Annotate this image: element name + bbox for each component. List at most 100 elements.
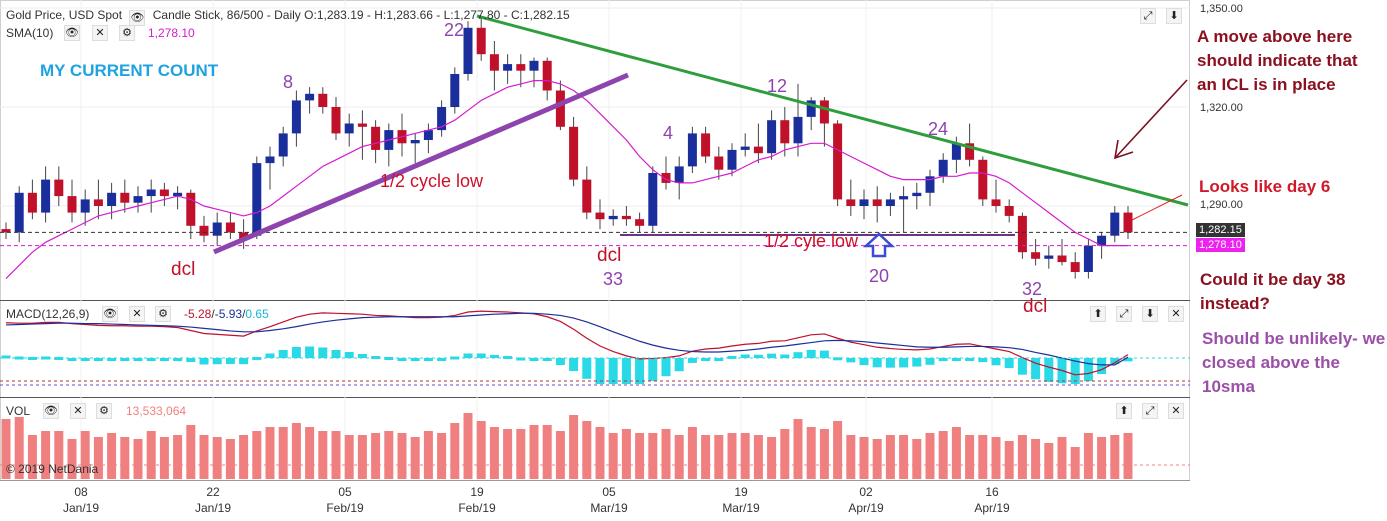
close-price-tag: 1,282.15 [1196, 223, 1245, 237]
candle-body [450, 74, 460, 107]
macd-up-icon[interactable]: ⬆ [1090, 306, 1106, 322]
candle-body [978, 159, 988, 200]
candle-body [80, 199, 90, 213]
volume-bar [252, 431, 262, 479]
sma-gear-icon[interactable]: ⚙ [119, 25, 135, 41]
volume-bar [371, 433, 381, 479]
candle-body [173, 192, 183, 197]
x-tick-label: 16 Apr/19 [962, 484, 1022, 516]
main-down-icon[interactable]: ⬇ [1166, 8, 1182, 24]
candle-body [661, 173, 671, 183]
macd-hist-bar [1004, 358, 1014, 369]
macd-value-1: -5.28 [184, 307, 212, 321]
volume-bar [621, 429, 631, 479]
vol-eye-icon[interactable]: 👁 [43, 403, 59, 419]
macd-hist-bar [635, 358, 645, 384]
macd-hist-bar [978, 358, 988, 363]
volume-bar [186, 425, 196, 479]
macd-hist-bar [846, 358, 856, 363]
macd-hist-bar [767, 353, 777, 358]
dcl-label-2: dcl [597, 245, 622, 266]
volume-bar [331, 431, 341, 479]
macd-close-icon[interactable]: ✕ [129, 306, 145, 322]
sma-close-icon[interactable]: ✕ [92, 25, 108, 41]
macd-hist-bar [305, 346, 315, 358]
vol-maximize-icon[interactable]: ⤢ [1142, 403, 1158, 419]
macd-hist-bar [225, 358, 235, 364]
volume-bar [529, 425, 539, 479]
candle-body [1031, 252, 1041, 259]
macd-close-pane-icon[interactable]: ✕ [1168, 306, 1184, 322]
eye-icon[interactable]: 👁 [129, 10, 146, 26]
macd-hist-bar [806, 349, 816, 358]
x-tick-day: 05 [602, 485, 616, 499]
volume-bar [503, 429, 513, 479]
volume-bar [1070, 447, 1080, 479]
volume-bar [1057, 437, 1067, 479]
macd-hist-bar [463, 353, 473, 358]
macd-maximize-icon[interactable]: ⤢ [1116, 306, 1132, 322]
candle-body [819, 100, 829, 124]
macd-hist-bar [107, 358, 117, 361]
volume-bar [146, 431, 156, 479]
macd-hist-bar [133, 358, 143, 361]
candle-body [146, 189, 156, 197]
candle-body [67, 196, 77, 213]
macd-hist-bar [54, 357, 64, 360]
note-day6: Looks like day 6 [1199, 177, 1331, 196]
volume-bar [542, 425, 552, 479]
macd-hist-bar [648, 358, 658, 381]
x-tick-label: 19 Feb/19 [447, 484, 507, 516]
candle-body [951, 143, 961, 160]
arrow-head [1113, 139, 1134, 160]
macd-hist-bar [661, 358, 671, 377]
candle-body [595, 212, 605, 220]
x-tick-day: 22 [206, 485, 220, 499]
volume-bar [54, 431, 64, 479]
macd-hist-bar [159, 358, 169, 361]
volume-bar [67, 439, 77, 479]
vol-up-icon[interactable]: ⬆ [1116, 403, 1132, 419]
macd-hist-bar [1083, 358, 1093, 382]
volume-bar [727, 433, 737, 479]
volume-bar [582, 421, 592, 479]
sma-eye-icon[interactable]: 👁 [64, 25, 80, 41]
vol-close-icon[interactable]: ✕ [70, 403, 86, 419]
volume-bar [14, 417, 24, 479]
vol-close-pane-icon[interactable]: ✕ [1168, 403, 1184, 419]
macd-eye-icon[interactable]: 👁 [102, 306, 118, 322]
macd-down-icon[interactable]: ⬇ [1142, 306, 1158, 322]
candle-body [885, 199, 895, 206]
macd-gear-icon[interactable]: ⚙ [155, 306, 171, 322]
candle-body [833, 123, 843, 200]
volume-bar [885, 435, 895, 479]
macd-hist-bar [318, 347, 328, 358]
main-maximize-icon[interactable]: ⤢ [1140, 8, 1156, 24]
x-tick-day: 08 [74, 485, 88, 499]
candle-body [727, 149, 737, 170]
macd-hist-bar [437, 358, 447, 361]
macd-hist-bar [239, 358, 249, 365]
macd-hist-bar [489, 355, 499, 358]
macd-hist-bar [450, 356, 460, 360]
candle-body [780, 120, 790, 144]
candle-body [1123, 212, 1133, 233]
count-22: 22 [444, 20, 465, 40]
candle-body [635, 219, 645, 226]
half-cycle-low-label-1: 1/2 cycle low [380, 171, 484, 191]
macd-values: -5.28/-5.93/0.65 [184, 307, 269, 321]
candle-body [1017, 215, 1027, 253]
candle-body [133, 196, 143, 203]
volume-bar [846, 435, 856, 479]
candle-body [965, 143, 975, 160]
vol-gear-icon[interactable]: ⚙ [96, 403, 112, 419]
candle-body [621, 215, 631, 220]
volume-bar [437, 433, 447, 479]
volume-bar [410, 437, 420, 479]
volume-bar [793, 419, 803, 479]
candle-body [54, 179, 64, 197]
candle-body [27, 192, 37, 213]
candle-body [648, 173, 658, 226]
volume-bar [212, 437, 222, 479]
macd-hist-bar [173, 358, 183, 361]
